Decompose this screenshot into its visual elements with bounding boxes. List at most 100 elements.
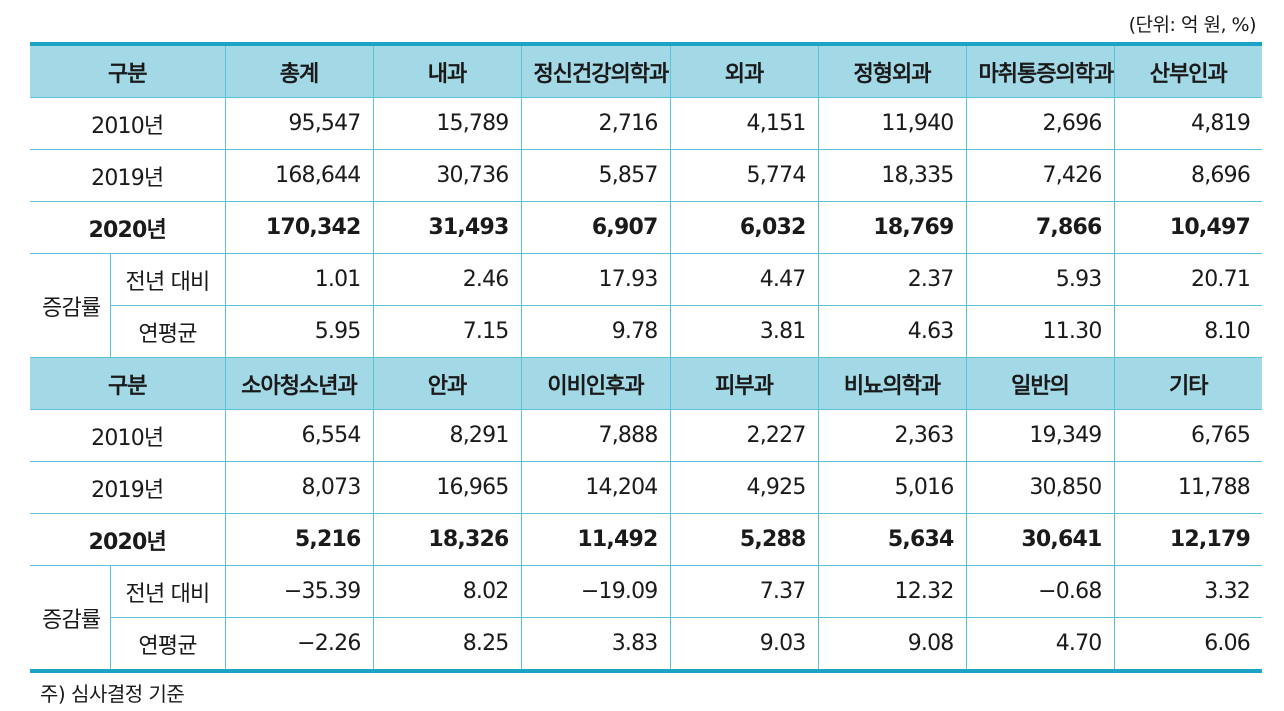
row-label: 연평균 — [110, 305, 226, 358]
cell-value: 5,016 — [817, 461, 967, 514]
cell-value: 30,736 — [372, 149, 522, 202]
cell-value: 17.93 — [520, 253, 671, 306]
cell-value: 5,288 — [669, 513, 819, 566]
cell-value: 9.03 — [669, 617, 819, 672]
cell-value: −2.26 — [224, 617, 374, 672]
cell-value: 14,204 — [520, 461, 671, 514]
table-row: 2010년 6,554 8,291 7,888 2,227 2,363 19,349 6,76… — [30, 409, 1263, 462]
cell-value: 4,819 — [1113, 97, 1263, 150]
cell-value: 3.32 — [1113, 565, 1263, 618]
cell-value: 10,497 — [1113, 201, 1263, 254]
cell-value: 8,291 — [372, 409, 522, 462]
cell-value: 6,554 — [224, 409, 374, 462]
cell-value: 9.78 — [520, 305, 671, 358]
header-row: 구분 소아청소년과 안과 이비인후과 피부과 비뇨의학과 일반의 기타 — [30, 357, 1263, 410]
cell-value: 11,788 — [1113, 461, 1263, 514]
cell-value: 11.30 — [965, 305, 1115, 358]
cell-value: 6,765 — [1113, 409, 1263, 462]
cell-value: 15,789 — [372, 97, 522, 150]
cell-value: 2,227 — [669, 409, 819, 462]
column-header: 정신건강의학과 — [520, 43, 671, 98]
row-label: 2020년 — [30, 513, 226, 566]
row-label: 2019년 — [30, 461, 226, 514]
cell-value: −35.39 — [224, 565, 374, 618]
table-row: 2020년 5,216 18,326 11,492 5,288 5,634 30,641 12… — [30, 513, 1263, 566]
cell-value: 95,547 — [224, 97, 374, 150]
cell-value: 170,342 — [224, 201, 374, 254]
column-header: 안과 — [372, 357, 522, 410]
column-header: 총계 — [224, 43, 374, 98]
cell-value: 4,925 — [669, 461, 819, 514]
cell-value: 9.08 — [817, 617, 967, 672]
cell-value: 5,634 — [817, 513, 967, 566]
cell-value: 31,493 — [372, 201, 522, 254]
row-label: 전년 대비 — [109, 565, 226, 618]
row-label: 2019년 — [30, 149, 226, 202]
medical-cost-table: 구분 총계 내과 정신건강의학과 외과 정형외과 마취통증의학과 산부인과 2010년 95,54… — [30, 42, 1263, 673]
table-row: 연평균 −2.26 8.25 3.83 9.03 9.08 4.70 6.06 — [30, 617, 1263, 672]
group-label: 증감률 — [30, 253, 111, 358]
cell-value: 30,641 — [965, 513, 1115, 566]
table-row: 2010년 95,547 15,789 2,716 4,151 11,940 2,696 4,… — [30, 97, 1263, 150]
table-row: 2019년 168,644 30,736 5,857 5,774 18,335 7,426 8… — [30, 149, 1263, 202]
column-header: 마취통증의학과 — [965, 43, 1115, 98]
cell-value: 8,073 — [224, 461, 374, 514]
table-row: 연평균 5.95 7.15 9.78 3.81 4.63 11.30 8.10 — [30, 305, 1263, 358]
cell-value: 30,850 — [965, 461, 1115, 514]
column-header: 피부과 — [669, 357, 819, 410]
column-header: 내과 — [372, 43, 522, 98]
cell-value: −0.68 — [965, 565, 1115, 618]
cell-value: 3.81 — [669, 305, 819, 358]
row-label: 전년 대비 — [109, 253, 226, 306]
row-label: 2010년 — [30, 409, 226, 462]
cell-value: 16,965 — [372, 461, 522, 514]
cell-value: 5.93 — [965, 253, 1115, 306]
cell-value: 3.83 — [520, 617, 671, 672]
table-row: 2020년 170,342 31,493 6,907 6,032 18,769 7,866 1… — [30, 201, 1263, 254]
cell-value: 2,696 — [965, 97, 1115, 150]
cell-value: 6.06 — [1113, 617, 1263, 672]
cell-value: 2.37 — [817, 253, 967, 306]
column-header: 일반의 — [965, 357, 1115, 410]
row-label: 연평균 — [110, 617, 226, 672]
cell-value: 5,774 — [669, 149, 819, 202]
cell-value: 4.63 — [817, 305, 967, 358]
cell-value: 20.71 — [1113, 253, 1263, 306]
footnote: 주) 심사결정 기준 — [40, 682, 185, 706]
cell-value: 8.10 — [1113, 305, 1263, 358]
column-header: 정형외과 — [817, 43, 967, 98]
cell-value: 18,769 — [817, 201, 967, 254]
unit-label: (단위: 억 원, %) — [1128, 14, 1257, 36]
cell-value: 11,492 — [520, 513, 671, 566]
cell-value: 7.37 — [669, 565, 819, 618]
column-header: 소아청소년과 — [224, 357, 374, 410]
cell-value: 7,426 — [965, 149, 1115, 202]
table-row: 증감률 전년 대비 1.01 2.46 17.93 4.47 2.37 5.93 20.71 — [30, 253, 1263, 358]
cell-value: 4,151 — [669, 97, 819, 150]
group-label: 증감률 — [30, 565, 111, 672]
cell-value: 6,907 — [520, 201, 671, 254]
column-header: 이비인후과 — [520, 357, 671, 410]
cell-value: 8.02 — [372, 565, 522, 618]
row-label: 2020년 — [30, 201, 226, 254]
table-row: 2019년 8,073 16,965 14,204 4,925 5,016 30,850 11… — [30, 461, 1263, 514]
cell-value: 5,857 — [520, 149, 671, 202]
cell-value: 168,644 — [224, 149, 374, 202]
cell-value: 5,216 — [224, 513, 374, 566]
row-label: 2010년 — [30, 97, 226, 150]
cell-value: 7,888 — [520, 409, 671, 462]
cell-value: 4.70 — [965, 617, 1115, 672]
column-header: 구분 — [30, 43, 226, 98]
column-header: 기타 — [1113, 357, 1263, 410]
cell-value: 2.46 — [372, 253, 522, 306]
cell-value: 8.25 — [372, 617, 522, 672]
column-header: 산부인과 — [1113, 43, 1263, 98]
cell-value: −19.09 — [520, 565, 671, 618]
cell-value: 4.47 — [669, 253, 819, 306]
column-header: 외과 — [669, 43, 819, 98]
cell-value: 2,716 — [520, 97, 671, 150]
table-row: 증감률 전년 대비 −35.39 8.02 −19.09 7.37 12.32 −0.68 3.… — [30, 565, 1263, 672]
cell-value: 12.32 — [817, 565, 967, 618]
cell-value: 5.95 — [224, 305, 374, 358]
cell-value: 8,696 — [1113, 149, 1263, 202]
